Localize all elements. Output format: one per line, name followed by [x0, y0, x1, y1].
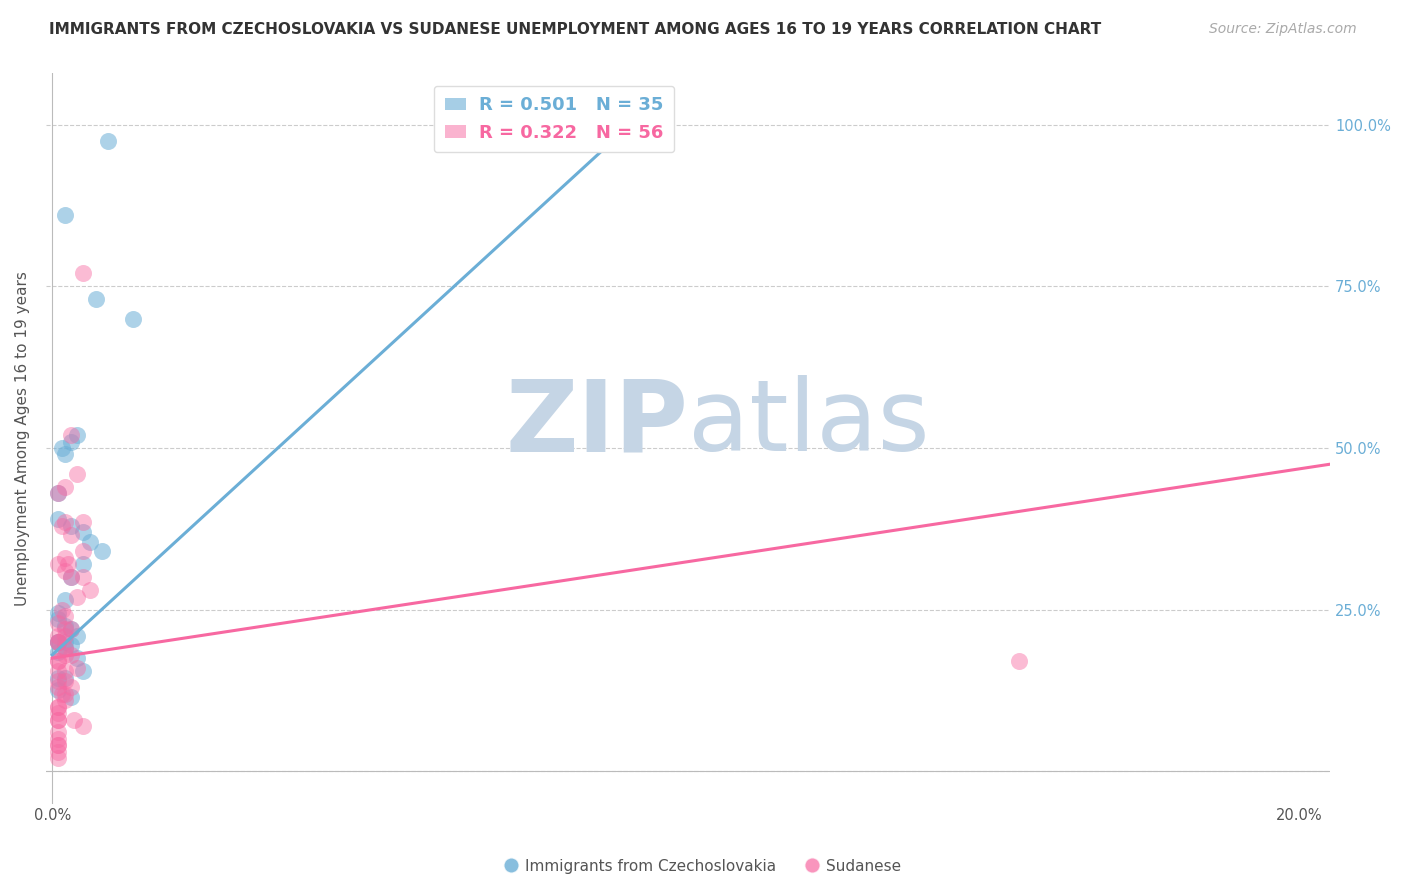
Point [72, 570, 94, 584]
Point [48, 512, 70, 526]
Point [66, 661, 89, 675]
Point [53, 673, 76, 688]
Point [48, 635, 70, 649]
Point [59, 428, 82, 442]
Point [91, 544, 114, 558]
Text: IMMIGRANTS FROM CZECHOSLOVAKIA VS SUDANESE UNEMPLOYMENT AMONG AGES 16 TO 19 YEAR: IMMIGRANTS FROM CZECHOSLOVAKIA VS SUDANE… [49, 22, 1101, 37]
Point [97, 134, 120, 148]
Point [72, 558, 94, 572]
Legend: Immigrants from Czechoslovakia, Sudanese: Immigrants from Czechoslovakia, Sudanese [499, 853, 907, 880]
Point [53, 593, 76, 607]
Point [48, 699, 70, 714]
Point [53, 619, 76, 633]
Point [53, 641, 76, 656]
Point [48, 713, 70, 727]
Point [48, 673, 70, 688]
Point [53, 664, 76, 678]
Point [53, 687, 76, 701]
Point [48, 706, 70, 720]
Point [59, 518, 82, 533]
Point [48, 635, 70, 649]
Point [72, 719, 94, 733]
Point [51, 687, 73, 701]
Point [53, 447, 76, 461]
Point [53, 648, 76, 662]
Point [53, 609, 76, 624]
Point [53, 622, 76, 636]
Point [72, 524, 94, 539]
Point [48, 739, 70, 753]
Point [53, 671, 76, 685]
Y-axis label: Unemployment Among Ages 16 to 19 years: Unemployment Among Ages 16 to 19 years [15, 271, 30, 606]
Point [53, 516, 76, 530]
Point [79, 583, 101, 598]
Point [53, 635, 76, 649]
Point [72, 267, 94, 281]
Point [59, 638, 82, 652]
Point [51, 441, 73, 455]
Point [48, 635, 70, 649]
Point [59, 570, 82, 584]
Point [48, 635, 70, 649]
Point [59, 434, 82, 449]
Point [53, 564, 76, 578]
Point [48, 606, 70, 620]
Point [59, 622, 82, 636]
Point [48, 486, 70, 500]
Point [84, 293, 107, 307]
Point [1007, 654, 1029, 668]
Point [59, 570, 82, 584]
Point [66, 590, 89, 604]
Point [66, 467, 89, 481]
Point [48, 725, 70, 739]
Point [63, 713, 86, 727]
Point [66, 628, 89, 642]
Point [56, 558, 79, 572]
Point [59, 622, 82, 636]
Point [122, 311, 145, 326]
Point [48, 745, 70, 759]
Point [72, 516, 94, 530]
Point [48, 751, 70, 765]
Point [48, 612, 70, 626]
Point [53, 480, 76, 494]
Point [48, 645, 70, 659]
Point [59, 680, 82, 694]
Point [59, 528, 82, 542]
Text: Source: ZipAtlas.com: Source: ZipAtlas.com [1209, 22, 1357, 37]
Text: ZIP: ZIP [505, 376, 688, 472]
Point [53, 693, 76, 707]
Point [53, 550, 76, 565]
Point [79, 534, 101, 549]
Legend: R = 0.501   N = 35, R = 0.322   N = 56: R = 0.501 N = 35, R = 0.322 N = 56 [434, 86, 675, 153]
Point [48, 615, 70, 630]
Point [48, 628, 70, 642]
Point [51, 518, 73, 533]
Point [53, 641, 76, 656]
Point [48, 654, 70, 668]
Point [59, 648, 82, 662]
Point [48, 664, 70, 678]
Point [48, 739, 70, 753]
Point [48, 654, 70, 668]
Point [48, 558, 70, 572]
Point [66, 428, 89, 442]
Point [48, 699, 70, 714]
Point [53, 208, 76, 222]
Point [48, 680, 70, 694]
Point [53, 628, 76, 642]
Point [66, 651, 89, 665]
Text: atlas: atlas [688, 376, 929, 472]
Point [48, 713, 70, 727]
Point [48, 486, 70, 500]
Point [48, 683, 70, 698]
Point [72, 544, 94, 558]
Point [59, 690, 82, 704]
Point [48, 671, 70, 685]
Point [72, 664, 94, 678]
Point [446, 134, 468, 148]
Point [51, 602, 73, 616]
Point [48, 731, 70, 746]
